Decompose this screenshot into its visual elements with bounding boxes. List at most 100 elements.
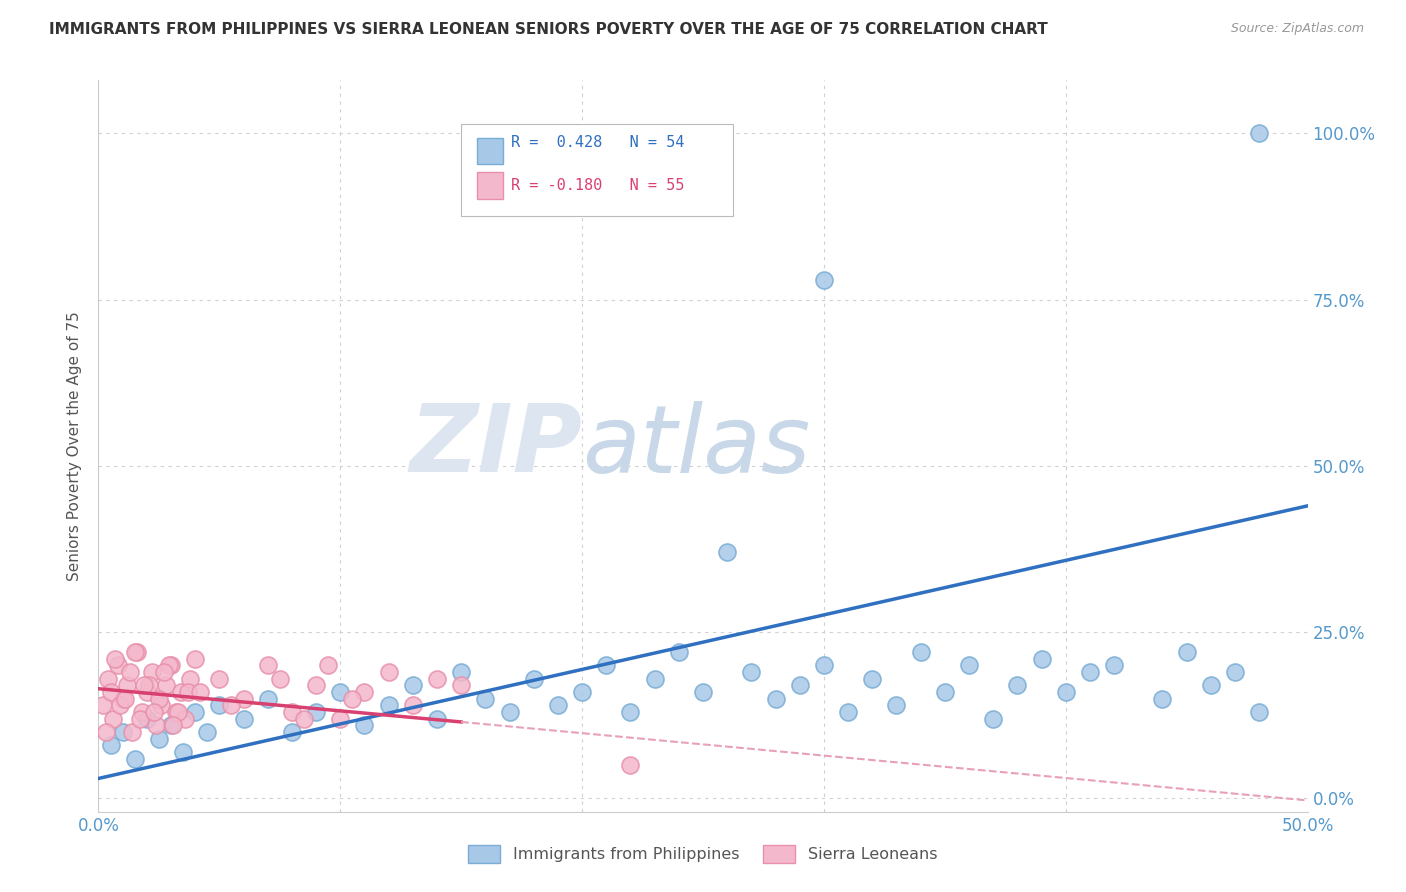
Point: [813, 273, 835, 287]
Point: [94, 725, 117, 739]
FancyBboxPatch shape: [477, 172, 503, 199]
Point: [195, 725, 218, 739]
Point: [957, 658, 980, 673]
Point: [145, 718, 167, 732]
Point: [1102, 658, 1125, 673]
Text: R =  0.428   N = 54: R = 0.428 N = 54: [510, 135, 685, 150]
Point: [232, 712, 254, 726]
Point: [910, 645, 932, 659]
Point: [221, 698, 243, 713]
Point: [131, 705, 153, 719]
Point: [523, 672, 546, 686]
Point: [281, 705, 304, 719]
Point: [595, 658, 617, 673]
Text: IMMIGRANTS FROM PHILIPPINES VS SIERRA LEONEAN SENIORS POVERTY OVER THE AGE OF 75: IMMIGRANTS FROM PHILIPPINES VS SIERRA LE…: [49, 22, 1047, 37]
Point: [141, 665, 163, 679]
Text: ZIP: ZIP: [409, 400, 582, 492]
Point: [1007, 678, 1029, 692]
FancyBboxPatch shape: [461, 124, 734, 216]
Point: [860, 672, 883, 686]
Point: [232, 691, 254, 706]
Point: [160, 718, 183, 732]
Point: [143, 705, 166, 719]
Point: [316, 658, 339, 673]
Point: [740, 665, 762, 679]
Point: [981, 712, 1004, 726]
Point: [150, 698, 173, 713]
Point: [377, 698, 399, 713]
Point: [837, 705, 859, 719]
Text: atlas: atlas: [582, 401, 810, 491]
Point: [157, 658, 180, 673]
Point: [402, 678, 425, 692]
Point: [450, 665, 472, 679]
Point: [118, 665, 141, 679]
Point: [342, 691, 364, 706]
Point: [148, 731, 170, 746]
Point: [426, 672, 449, 686]
Point: [100, 738, 122, 752]
Y-axis label: Seniors Poverty Over the Age of 75: Seniors Poverty Over the Age of 75: [67, 311, 83, 581]
Point: [121, 725, 143, 739]
Point: [886, 698, 908, 713]
Point: [162, 718, 184, 732]
Point: [124, 751, 146, 765]
Point: [91, 698, 114, 713]
Point: [152, 665, 174, 679]
Point: [184, 705, 207, 719]
Point: [547, 698, 569, 713]
Point: [692, 685, 714, 699]
Point: [155, 678, 177, 692]
Point: [1249, 705, 1271, 719]
Point: [426, 712, 449, 726]
Point: [668, 645, 690, 659]
Point: [256, 691, 278, 706]
Point: [148, 691, 170, 706]
Point: [474, 691, 496, 706]
Point: [269, 672, 291, 686]
Point: [571, 685, 593, 699]
Point: [124, 645, 146, 659]
Point: [377, 665, 399, 679]
Point: [329, 685, 352, 699]
Point: [107, 658, 129, 673]
Point: [305, 705, 328, 719]
Point: [1249, 127, 1271, 141]
Point: [934, 685, 956, 699]
Point: [111, 691, 134, 706]
Point: [256, 658, 278, 673]
Point: [208, 672, 231, 686]
Point: [169, 685, 191, 699]
Point: [160, 658, 183, 673]
Point: [104, 652, 127, 666]
Point: [108, 698, 131, 713]
Point: [1078, 665, 1101, 679]
Point: [716, 545, 738, 559]
Point: [1175, 645, 1198, 659]
Point: [114, 691, 136, 706]
Point: [1054, 685, 1077, 699]
Point: [135, 685, 157, 699]
Point: [329, 712, 352, 726]
Point: [353, 685, 375, 699]
Point: [188, 685, 211, 699]
Legend: Immigrants from Philippines, Sierra Leoneans: Immigrants from Philippines, Sierra Leon…: [463, 838, 943, 870]
Point: [134, 678, 156, 692]
Point: [789, 678, 811, 692]
Point: [135, 712, 157, 726]
Point: [1031, 652, 1053, 666]
Point: [184, 652, 207, 666]
Point: [1152, 691, 1174, 706]
Point: [305, 678, 328, 692]
Point: [127, 645, 149, 659]
Point: [353, 718, 375, 732]
Point: [165, 705, 187, 719]
Point: [174, 712, 197, 726]
Point: [619, 705, 641, 719]
Point: [172, 745, 194, 759]
Point: [1199, 678, 1222, 692]
Point: [101, 712, 124, 726]
Point: [117, 678, 139, 692]
Text: R = -0.180   N = 55: R = -0.180 N = 55: [510, 178, 685, 193]
Point: [111, 725, 134, 739]
